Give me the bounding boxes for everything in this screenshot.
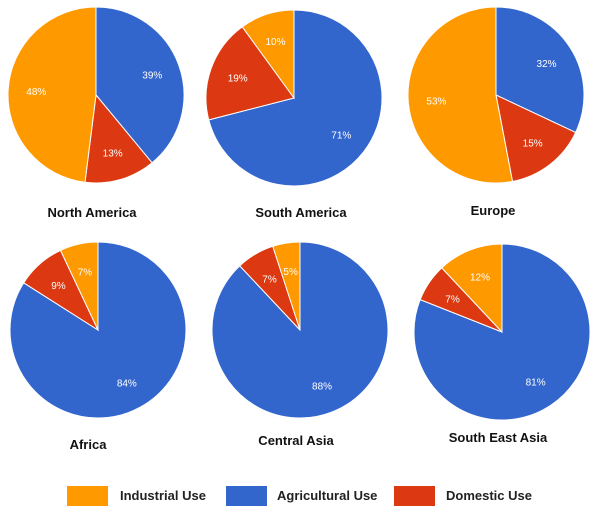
pie-label-central-asia-1: 7%: [262, 274, 277, 285]
pie-slice-central-asia-industrial-use: [272, 241, 301, 331]
pie-label-africa-0: 84%: [117, 378, 137, 389]
pie-slice-africa-industrial-use: [59, 241, 99, 331]
legend-label-agricultural: Agricultural Use: [277, 488, 378, 503]
pie-title-south-east-asia: South East Asia: [448, 430, 548, 445]
pie-slice-south-america-domestic-use: [205, 26, 295, 121]
pie-label-africa-2: 7%: [78, 268, 93, 279]
pie-label-south-america-1: 19%: [228, 74, 248, 85]
pie-label-north-america-0: 39%: [142, 71, 162, 82]
pie-slice-north-america-domestic-use: [84, 93, 153, 184]
pie-label-north-america-2: 48%: [26, 87, 46, 98]
legend-swatch-industrial: [67, 486, 108, 506]
pie-slice-europe-domestic-use: [495, 94, 577, 183]
pie-label-south-east-asia-1: 7%: [445, 294, 460, 305]
pie-label-europe-1: 15%: [523, 138, 543, 149]
pie-title-north-america: North America: [47, 205, 137, 220]
pie-slice-south-america-industrial-use: [241, 9, 295, 100]
pie-label-europe-0: 32%: [537, 59, 557, 70]
pie-label-africa-1: 9%: [51, 281, 66, 292]
pie-title-europe: Europe: [470, 203, 516, 218]
pie-label-south-america-2: 10%: [266, 37, 286, 48]
pie-title-south-america: South America: [255, 205, 347, 220]
pie-label-south-east-asia-0: 81%: [526, 377, 546, 388]
pie-slice-north-america-industrial-use: [7, 6, 97, 183]
pie-slice-south-east-asia-industrial-use: [441, 243, 503, 334]
pie-slice-europe-industrial-use: [407, 6, 514, 184]
pie-label-north-america-1: 13%: [103, 148, 123, 159]
pie-label-europe-2: 53%: [426, 97, 446, 108]
legend-label-industrial: Industrial Use: [120, 488, 206, 503]
legend-swatch-agricultural: [226, 486, 267, 506]
pie-slice-north-america-agricultural-use: [95, 6, 185, 164]
pie-label-south-east-asia-2: 12%: [470, 272, 490, 283]
pie-title-africa: Africa: [69, 437, 107, 452]
pie-label-south-america-0: 71%: [331, 131, 351, 142]
pie-slice-europe-agricultural-use: [495, 6, 585, 134]
pie-title-central-asia: Central Asia: [258, 433, 334, 448]
pie-label-central-asia-2: 5%: [283, 267, 298, 278]
legend-swatch-domestic: [394, 486, 435, 506]
pie-label-central-asia-0: 88%: [312, 382, 332, 393]
legend-label-domestic: Domestic Use: [446, 488, 532, 503]
pie-slice-south-america-agricultural-use: [208, 9, 383, 187]
